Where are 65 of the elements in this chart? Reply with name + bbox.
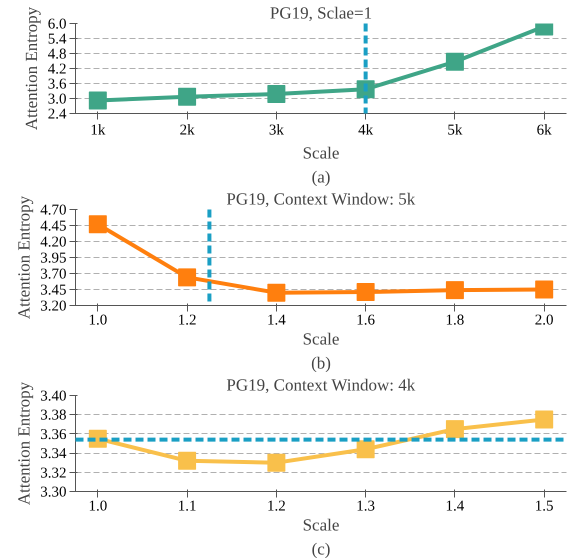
x-tick-label: 2.0 xyxy=(534,312,554,328)
point xyxy=(446,281,464,300)
y-axis-title: Attention Entropy xyxy=(14,195,34,320)
point xyxy=(178,268,196,286)
x-tick-label: 1.5 xyxy=(534,498,554,514)
point xyxy=(446,52,464,71)
point xyxy=(178,88,196,106)
chart-title: PG19, Context Window: 4k xyxy=(226,376,416,394)
x-tick-label: 1.0 xyxy=(88,498,108,514)
text: (b) xyxy=(311,354,331,372)
y-tick-label: 6.0 xyxy=(48,16,66,32)
x-tick-label: 1.3 xyxy=(356,498,376,514)
x-tick-label: 1.0 xyxy=(88,312,108,328)
x-tick-label: 1.4 xyxy=(266,312,286,328)
x-tick-label: 1.8 xyxy=(446,312,464,328)
x-tick-label: 5k xyxy=(447,122,463,138)
y-tick-label: 3.6 xyxy=(48,76,67,92)
x-tick-label: 2k xyxy=(180,122,196,138)
x-tick-label: 3k xyxy=(268,122,284,138)
y-tick-label: 3.34 xyxy=(40,446,67,462)
y-tick-label: 4.20 xyxy=(40,234,66,250)
y-tick-label: 3.36 xyxy=(40,426,67,443)
x-tick-label: 1.2 xyxy=(178,312,196,328)
y-tick-label: 5.4 xyxy=(48,32,67,48)
text: (a) xyxy=(312,168,330,186)
y-tick-label: 3.95 xyxy=(40,250,66,266)
y-tick-label: 4.70 xyxy=(40,202,66,218)
x-axis-title: Scale xyxy=(302,144,340,162)
point xyxy=(356,440,375,458)
x-tick-label: 1.2 xyxy=(266,498,286,514)
point xyxy=(267,454,286,472)
point xyxy=(267,85,286,103)
y-tick-label: 2.4 xyxy=(48,106,67,122)
point xyxy=(446,420,464,438)
y-axis-title: Attention Entropy xyxy=(22,6,41,130)
y-tick-label: 4.8 xyxy=(48,46,66,62)
point xyxy=(356,283,375,302)
y-tick-label: 4.2 xyxy=(48,62,66,78)
text: (c) xyxy=(312,540,330,558)
y-tick-label: 3.20 xyxy=(40,298,66,314)
x-tick-label: 4k xyxy=(358,122,374,138)
point xyxy=(88,92,107,110)
y-tick-label: 3.45 xyxy=(40,282,66,298)
chart-title: PG19, Context Window: 5k xyxy=(226,190,416,208)
y-tick-label: 4.45 xyxy=(40,218,66,234)
y-axis-title: Attention Entropy xyxy=(14,381,34,506)
x-tick-label: 1k xyxy=(90,122,106,138)
y-tick-label: 3.40 xyxy=(40,388,66,404)
point xyxy=(535,280,554,298)
x-tick-label: 1.6 xyxy=(356,312,376,328)
x-tick-label: 1.1 xyxy=(178,498,196,514)
point xyxy=(535,410,554,428)
point xyxy=(88,215,107,234)
y-tick-label: 3.38 xyxy=(40,408,66,424)
x-axis-title: Scale xyxy=(302,330,340,348)
y-tick-label: 3.30 xyxy=(40,484,66,500)
y-tick-label: 3.0 xyxy=(48,92,66,108)
point xyxy=(267,284,286,302)
x-axis-title: Scale xyxy=(302,516,340,534)
x-tick-label: 6k xyxy=(536,122,552,138)
x-tick-label: 1.4 xyxy=(446,498,465,514)
point xyxy=(178,452,196,470)
chart-title: PG19, Sclae=1 xyxy=(270,4,372,22)
y-tick-label: 3.32 xyxy=(40,465,66,482)
y-tick-label: 3.70 xyxy=(40,266,66,282)
